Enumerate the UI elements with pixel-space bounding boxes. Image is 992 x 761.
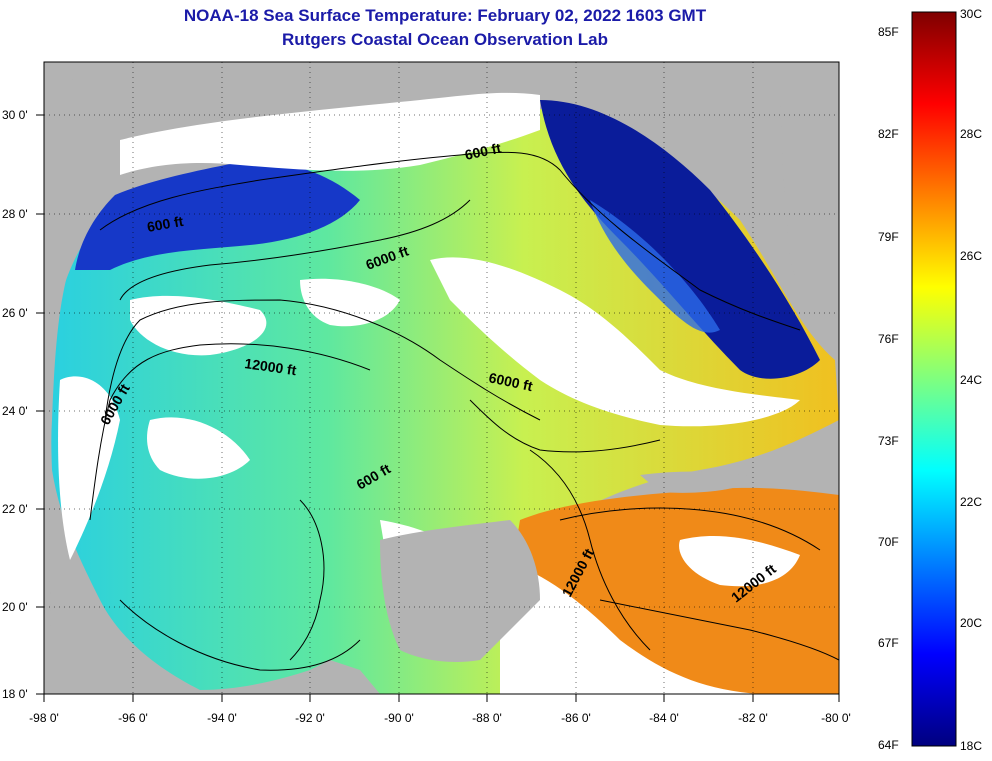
longitude-labels: -98 0' -96 0' -94 0' -92 0' -90 0' -88 0… — [29, 711, 851, 725]
lon-label: -98 0' — [29, 711, 59, 725]
celsius-label: 22C — [960, 495, 982, 509]
fahrenheit-label: 70F — [878, 535, 899, 549]
lon-label: -88 0' — [472, 711, 502, 725]
celsius-label: 20C — [960, 616, 982, 630]
depth-contours — [89, 151, 839, 671]
contour-label: 600 ft — [463, 140, 502, 163]
map-frame — [43, 61, 840, 695]
cuba-west — [640, 471, 760, 493]
latitude-labels: 30 0' 28 0' 26 0' 24 0' 22 0' 20 0' 18 0… — [2, 108, 28, 701]
map-subtitle: Rutgers Coastal Ocean Observation Lab — [282, 30, 608, 49]
lon-label: -94 0' — [207, 711, 237, 725]
lat-label: 30 0' — [2, 108, 28, 122]
fahrenheit-label: 79F — [878, 230, 899, 244]
fahrenheit-label: 82F — [878, 127, 899, 141]
map-title: NOAA-18 Sea Surface Temperature: Februar… — [183, 6, 707, 25]
lon-label: -80 0' — [821, 711, 851, 725]
lon-label: -96 0' — [118, 711, 148, 725]
lon-label: -84 0' — [649, 711, 679, 725]
contour-label: 600 ft — [146, 213, 185, 235]
fahrenheit-label: 76F — [878, 332, 899, 346]
lat-label: 22 0' — [2, 502, 28, 516]
lon-label: -90 0' — [384, 711, 414, 725]
temperature-colorbar — [911, 11, 957, 747]
shelf-cold-band — [590, 200, 720, 333]
lon-label: -86 0' — [561, 711, 591, 725]
lat-label: 24 0' — [2, 404, 28, 418]
celsius-label: 30C — [960, 7, 982, 21]
northern-shelf-cold-water — [75, 161, 360, 270]
fahrenheit-label: 67F — [878, 636, 899, 650]
celsius-label: 18C — [960, 739, 982, 753]
contour-label: 12000 ft — [244, 355, 298, 378]
fahrenheit-label: 85F — [878, 25, 899, 39]
lat-label: 18 0' — [2, 687, 28, 701]
yucatan-peninsula — [380, 520, 540, 662]
celsius-label: 26C — [960, 249, 982, 263]
land-features — [44, 62, 839, 694]
lat-label: 28 0' — [2, 207, 28, 221]
graticule — [44, 62, 839, 694]
florida-peninsula — [780, 62, 839, 360]
west-florida-shelf-cold-water — [540, 100, 820, 379]
lon-label: -92 0' — [295, 711, 325, 725]
colorbar-celsius-labels: 30C 28C 26C 24C 22C 20C 18C — [960, 7, 982, 753]
axis-ticks — [36, 114, 840, 702]
lon-label: -82 0' — [738, 711, 768, 725]
fahrenheit-label: 64F — [878, 738, 899, 752]
mexico-coast — [44, 62, 120, 694]
fahrenheit-label: 73F — [878, 434, 899, 448]
map-panel — [44, 62, 839, 694]
colorbar-fahrenheit-labels: 85F 82F 79F 76F 73F 70F 67F 64F — [878, 25, 899, 752]
lat-label: 20 0' — [2, 600, 28, 614]
celsius-label: 28C — [960, 127, 982, 141]
lat-label: 26 0' — [2, 306, 28, 320]
celsius-label: 24C — [960, 373, 982, 387]
